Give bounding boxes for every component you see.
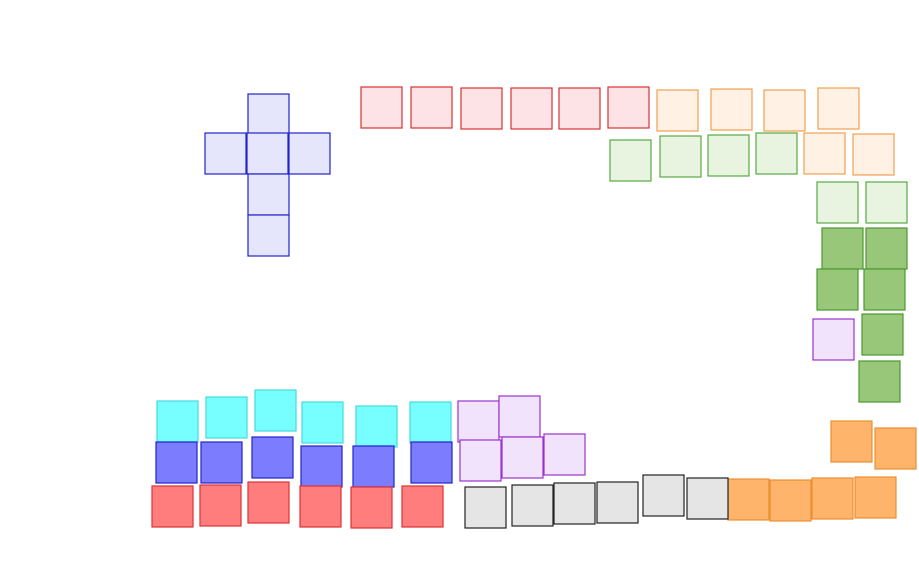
light-purple-square[interactable] xyxy=(459,439,502,482)
blue-square[interactable] xyxy=(200,441,243,484)
cyan-square[interactable] xyxy=(301,401,344,444)
light-red-square[interactable] xyxy=(360,86,403,129)
light-green-square[interactable] xyxy=(755,132,798,175)
light-red-square[interactable] xyxy=(410,86,453,129)
net-square[interactable] xyxy=(247,173,290,216)
red-square[interactable] xyxy=(401,485,444,528)
cyan-square[interactable] xyxy=(254,389,297,432)
light-purple-square[interactable] xyxy=(543,433,586,476)
orange-square[interactable] xyxy=(727,478,770,521)
light-green-square[interactable] xyxy=(816,181,859,224)
red-square[interactable] xyxy=(199,484,242,527)
green-square[interactable] xyxy=(816,268,859,311)
net-square[interactable] xyxy=(204,132,247,175)
gray-square[interactable] xyxy=(642,474,685,517)
light-orange-square[interactable] xyxy=(803,132,846,175)
green-square[interactable] xyxy=(865,227,908,270)
orange-square[interactable] xyxy=(854,476,897,519)
net-square[interactable] xyxy=(247,93,290,136)
blue-square[interactable] xyxy=(251,436,294,479)
light-green-square[interactable] xyxy=(609,139,652,182)
net-square[interactable] xyxy=(247,214,290,257)
blue-square[interactable] xyxy=(352,445,395,488)
blue-square[interactable] xyxy=(300,445,343,488)
cyan-square[interactable] xyxy=(355,405,398,448)
light-red-square[interactable] xyxy=(510,87,553,130)
green-square[interactable] xyxy=(861,313,904,356)
green-square[interactable] xyxy=(858,360,901,403)
gray-square[interactable] xyxy=(553,482,596,525)
light-green-square[interactable] xyxy=(659,135,702,178)
net-square[interactable] xyxy=(246,132,289,175)
light-green-square[interactable] xyxy=(707,134,750,177)
gray-square[interactable] xyxy=(596,481,639,524)
cyan-square[interactable] xyxy=(156,400,199,443)
cyan-square[interactable] xyxy=(409,401,452,444)
light-orange-square[interactable] xyxy=(710,88,753,131)
net-square[interactable] xyxy=(288,132,331,175)
red-square[interactable] xyxy=(151,485,194,528)
light-orange-square[interactable] xyxy=(852,133,895,176)
orange-square[interactable] xyxy=(830,420,873,463)
orange-square[interactable] xyxy=(811,477,854,520)
light-red-square[interactable] xyxy=(460,87,503,130)
light-purple-square[interactable] xyxy=(498,395,541,438)
light-purple-square[interactable] xyxy=(501,436,544,479)
gray-square[interactable] xyxy=(464,486,507,529)
red-square[interactable] xyxy=(247,481,290,524)
red-square[interactable] xyxy=(350,486,393,529)
light-orange-square[interactable] xyxy=(656,89,699,132)
gray-square[interactable] xyxy=(511,484,554,527)
green-square[interactable] xyxy=(821,227,864,270)
blue-square[interactable] xyxy=(155,441,198,484)
orange-square[interactable] xyxy=(769,479,812,522)
cyan-square[interactable] xyxy=(205,396,248,439)
light-red-square[interactable] xyxy=(558,87,601,130)
light-purple-square[interactable] xyxy=(457,400,500,443)
light-orange-square[interactable] xyxy=(763,89,806,132)
light-purple-square[interactable] xyxy=(812,318,855,361)
gray-square[interactable] xyxy=(686,477,729,520)
light-green-square[interactable] xyxy=(865,181,908,224)
green-square[interactable] xyxy=(863,268,906,311)
orange-square[interactable] xyxy=(874,427,917,470)
red-square[interactable] xyxy=(299,485,342,528)
blue-square[interactable] xyxy=(410,441,453,484)
light-orange-square[interactable] xyxy=(817,87,860,130)
light-red-square[interactable] xyxy=(607,86,650,129)
